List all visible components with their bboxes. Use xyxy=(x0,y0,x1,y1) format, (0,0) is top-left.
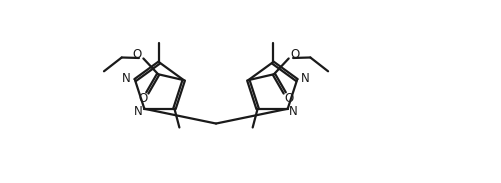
Text: O: O xyxy=(285,92,294,105)
Text: N: N xyxy=(134,105,143,118)
Text: N: N xyxy=(301,72,310,85)
Text: O: O xyxy=(132,48,142,61)
Text: N: N xyxy=(122,72,131,85)
Text: N: N xyxy=(289,105,298,118)
Text: O: O xyxy=(138,92,147,105)
Text: O: O xyxy=(291,48,300,61)
